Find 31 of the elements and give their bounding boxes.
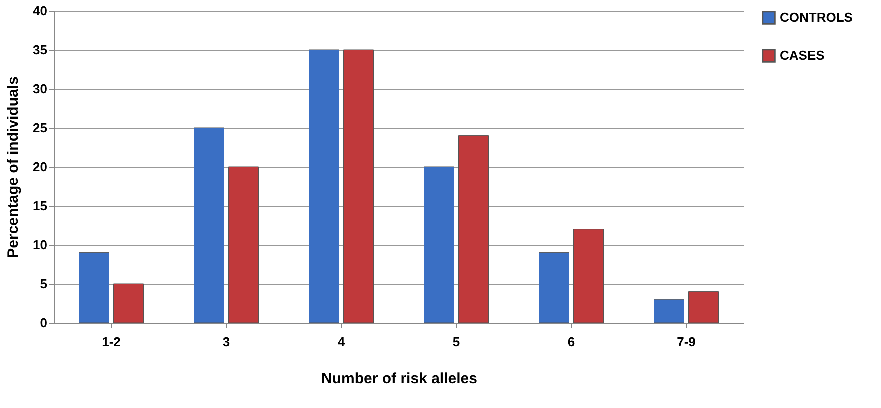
bar	[114, 284, 144, 324]
x-tick-label: 7-9	[677, 334, 696, 350]
y-tick-label: 20	[33, 160, 48, 174]
bar	[654, 299, 684, 324]
bar	[458, 136, 489, 324]
bar	[344, 50, 374, 324]
x-axis-title: Number of risk alleles	[322, 370, 478, 388]
bar	[424, 166, 454, 324]
x-tick-label: 4	[338, 334, 346, 350]
y-tick-label: 40	[33, 4, 48, 18]
x-tick-label: 5	[452, 334, 460, 350]
bar	[79, 252, 110, 324]
bar	[539, 252, 570, 324]
bar	[228, 166, 259, 324]
x-tick-label: 6	[568, 334, 576, 350]
bar	[194, 128, 224, 324]
y-tick-label: 10	[33, 238, 48, 252]
legend-label: CASES	[780, 48, 826, 63]
bar	[574, 229, 604, 324]
y-tick-label: 35	[33, 42, 48, 58]
x-tick-label: 3	[222, 334, 230, 350]
y-tick-label: 25	[33, 120, 48, 136]
bar	[309, 50, 340, 324]
x-tick-label: 1-2	[102, 334, 121, 350]
legend-label: CONTROLS	[780, 10, 854, 25]
y-tick-label: 5	[40, 276, 48, 292]
y-axis-title: Percentage of individuals	[5, 76, 22, 258]
bar	[688, 292, 719, 324]
y-tick-label: 30	[33, 82, 48, 96]
y-tick-label: 0	[40, 316, 48, 330]
y-tick-label: 15	[33, 198, 48, 214]
